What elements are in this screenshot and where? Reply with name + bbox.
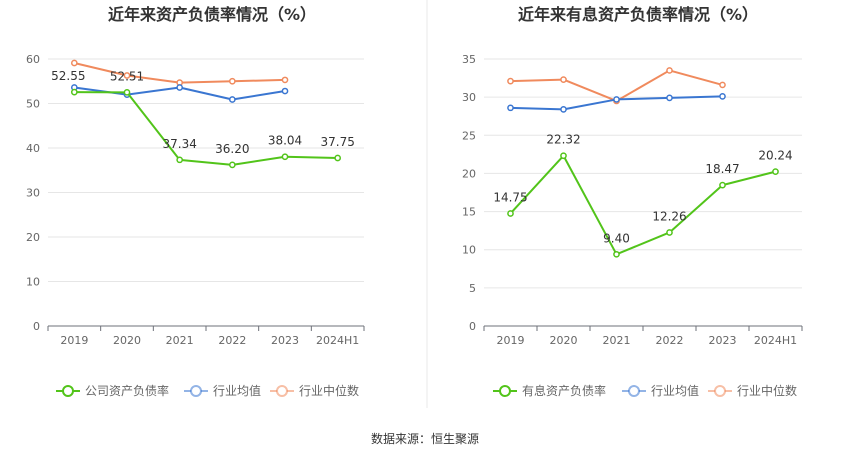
data-point-company [772,168,779,175]
legend-swatch-marker [62,385,74,397]
chart-title: 近年来有息资产负债率情况（%） [518,5,758,24]
y-tick-label: 20 [26,231,40,244]
data-label: 22.32 [546,133,580,147]
series-line-company [74,91,338,166]
data-point-industry-average [719,93,726,100]
x-tick-label: 2023 [271,334,299,347]
legend-item: 行业中位数 [270,383,359,398]
chart-title: 近年来资产负债率情况（%） [108,5,316,24]
data-point-industry-median [228,77,236,85]
data-point-company [281,153,289,161]
data-point-company [176,156,184,164]
data-point-company [507,210,514,217]
data-label: 37.75 [320,135,354,149]
data-point-industry-average [560,105,567,113]
data-point-company [666,229,673,236]
data-label: 36.20 [215,142,249,156]
y-tick-label: 10 [26,276,40,289]
data-label: 18.47 [705,162,739,176]
legend-label: 行业中位数 [299,383,359,398]
data-label: 37.34 [162,137,196,151]
y-tick-label: 25 [462,129,476,142]
legend-label: 公司资产负债率 [85,383,169,398]
legend-swatch-marker [190,385,202,397]
legend-swatch-marker [628,385,640,397]
data-label: 38.04 [268,134,302,148]
chart-interest-bearing-debt-ratio: 近年来有息资产负债率情况（%） 0 5 10 15 20 25 30 35 2019 2020 202… [462,5,803,398]
x-tick-label: 2019 [60,334,88,347]
legend-item: 行业均值 [622,383,699,398]
data-point-company [228,161,236,169]
data-point-industry-median [281,76,289,84]
legend-item: 行业均值 [184,383,261,398]
data-label: 20.24 [758,149,792,163]
data-label: 14.75 [493,190,527,204]
y-tick-label: 10 [462,244,476,257]
data-point-company [70,88,78,96]
x-tick-label: 2023 [709,334,737,347]
y-tick-label: 30 [462,91,476,104]
data-point-company [123,88,131,96]
legend-label: 行业均值 [651,383,699,398]
chart-debt-ratio: 近年来资产负债率情况（%） 0 10 20 30 40 50 60 2019 2020 2021 20… [26,5,365,398]
x-tick-label: 2019 [497,334,525,347]
x-tick-label: 2021 [603,334,631,347]
data-point-industry-average [666,94,673,102]
data-label: 12.26 [652,209,686,223]
data-label: 9.40 [603,231,630,245]
y-tick-label: 0 [33,320,40,333]
data-point-industry-median [507,77,514,85]
data-point-industry-median [666,67,673,74]
data-point-industry-average [507,104,514,112]
legend-item: 行业中位数 [708,383,797,398]
data-point-company [613,250,620,258]
x-tick-label: 2020 [113,334,141,347]
x-tick-label: 2024H1 [316,334,359,347]
data-point-industry-average [176,84,184,91]
legend-label: 行业均值 [213,383,261,398]
legend-swatch-marker [499,385,511,397]
y-tick-label: 30 [26,187,40,200]
x-tick-label: 2020 [550,334,578,347]
y-tick-label: 40 [26,142,40,155]
x-tick-label: 2024H1 [754,334,797,347]
data-point-company [334,154,342,162]
y-tick-label: 60 [26,53,40,66]
data-point-company [719,181,726,189]
x-tick-label: 2022 [656,334,684,347]
data-point-industry-median [719,81,726,89]
x-tick-label: 2022 [218,334,246,347]
data-point-industry-median [123,72,131,79]
y-tick-label: 35 [462,53,476,66]
y-tick-label: 50 [26,98,40,111]
legend-item: 公司资产负债率 [56,383,169,398]
data-label: 52.55 [51,69,85,83]
data-point-industry-median [560,76,567,83]
y-tick-label: 0 [469,320,476,333]
data-label: 52.51 [110,69,144,83]
legend-label: 有息资产负债率 [522,383,606,398]
y-tick-label: 20 [462,167,476,180]
x-tick-label: 2021 [166,334,194,347]
legend-item: 有息资产负债率 [493,383,606,398]
data-point-company [560,152,567,160]
y-tick-label: 15 [462,206,476,219]
y-tick-label: 5 [469,282,476,295]
legend-label: 行业中位数 [737,383,797,398]
data-point-industry-average [281,87,289,95]
data-point-industry-average [613,96,620,103]
legend-swatch-marker [276,385,288,397]
series-line-company [509,154,776,256]
legend-swatch-marker [714,385,726,397]
source-note: 数据来源：恒生聚源 [371,431,479,446]
data-point-industry-median [70,59,78,67]
data-point-industry-average [228,96,236,103]
